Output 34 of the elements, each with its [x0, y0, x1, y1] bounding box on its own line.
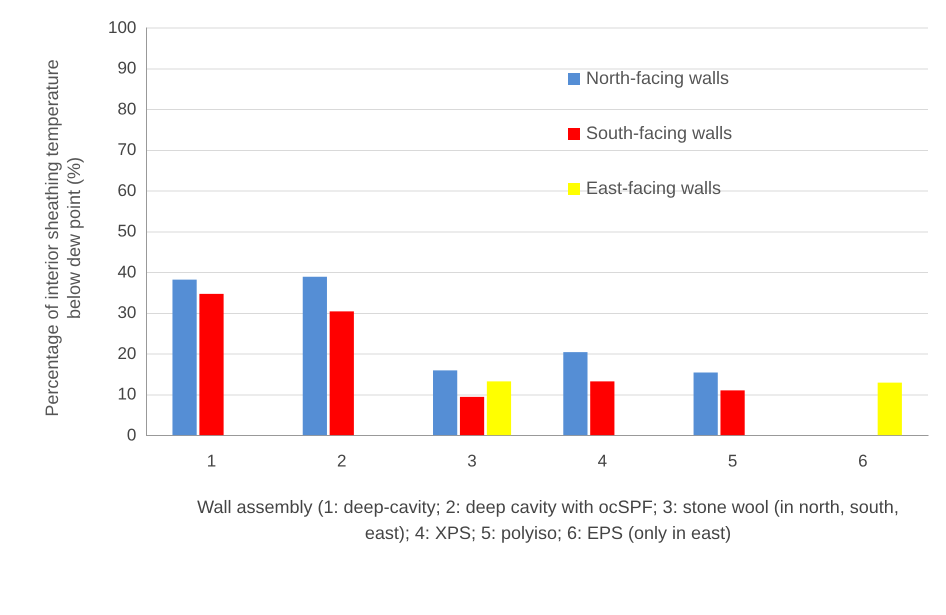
bar [433, 370, 458, 436]
y-tick-label: 70 [117, 140, 136, 160]
y-tick-label: 90 [117, 58, 136, 78]
bar [694, 372, 718, 436]
bar [590, 381, 614, 436]
y-tick-label: 50 [117, 222, 136, 241]
y-tick-label: 0 [126, 425, 136, 444]
y-axis-title: Percentage of interior sheathing temperature below dew point (%) [41, 58, 85, 419]
y-tick-label: 40 [117, 262, 136, 282]
y-tick-label: 10 [117, 384, 136, 404]
bar [878, 382, 902, 436]
bar [486, 381, 512, 436]
x-tick-label: 4 [598, 451, 608, 470]
legend-label: North-facing walls [586, 68, 730, 89]
x-tick-label: 6 [858, 451, 868, 470]
bar [199, 294, 224, 436]
y-tick-label: 80 [117, 99, 136, 118]
y-tick-label: 20 [117, 344, 136, 363]
legend-label: South-facing walls [586, 123, 732, 144]
bar [172, 280, 197, 436]
bar [563, 352, 588, 436]
x-tick-label: 5 [728, 451, 738, 470]
x-axis-title: Wall assembly (1: deep-cavity; 2: deep cavity with ocSPF; 3: stone wool (in north, south, east); 4: XPS; 5: polyiso; 6: EPS (only in east) [196, 496, 900, 545]
bar [720, 390, 745, 436]
bar [460, 396, 484, 436]
y-tick-label: 30 [117, 303, 136, 322]
x-tick-label: 2 [337, 451, 347, 470]
bar [302, 276, 327, 436]
x-tick-label: 3 [467, 451, 477, 470]
y-tick-label: 100 [108, 18, 136, 37]
y-tick-label: 60 [117, 180, 136, 200]
x-tick-label: 1 [206, 451, 216, 470]
legend-label: East-facing walls [586, 178, 722, 199]
bar [330, 311, 354, 436]
